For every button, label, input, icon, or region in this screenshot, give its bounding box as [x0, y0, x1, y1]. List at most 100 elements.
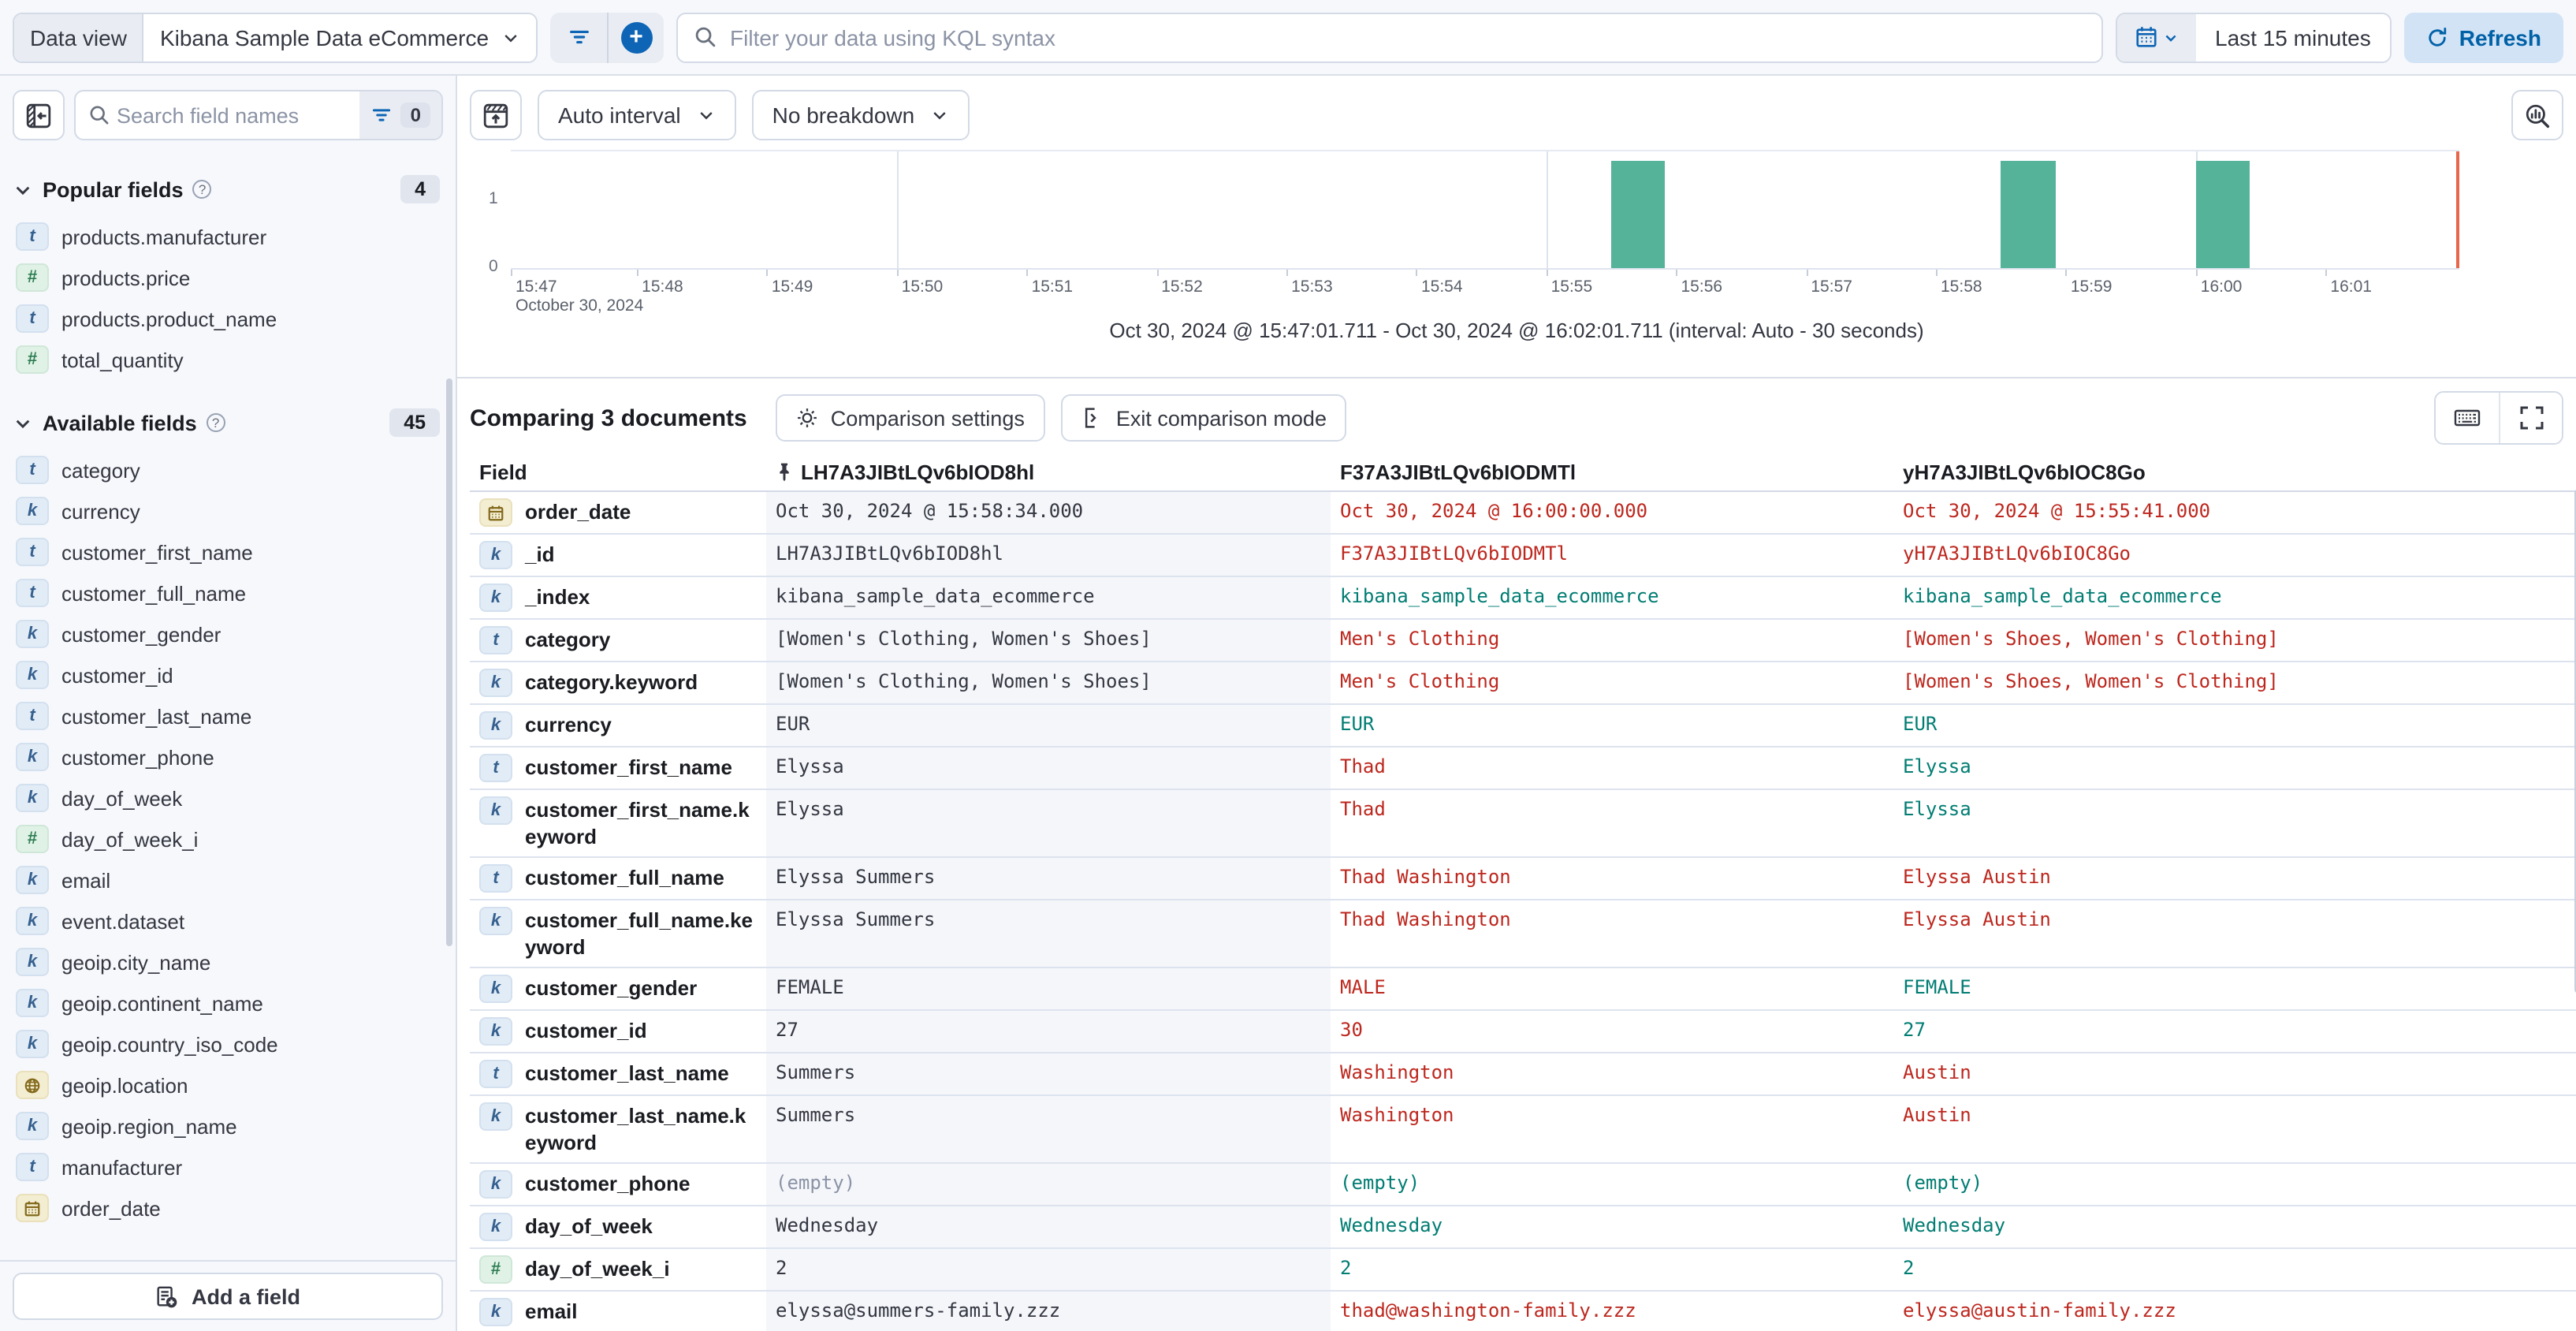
field-type-icon-date [479, 498, 512, 527]
date-picker-button[interactable] [2117, 13, 2197, 61]
y-axis-tick-1: 1 [489, 189, 498, 208]
field-list-item[interactable]: k customer_phone [13, 736, 440, 777]
x-axis-tick [1676, 270, 1678, 276]
field-list-item[interactable]: t customer_last_name [13, 695, 440, 736]
fullscreen-icon [2518, 405, 2544, 431]
table-scrollbar[interactable] [2574, 489, 2576, 994]
sidebar-scrollbar[interactable] [446, 378, 452, 946]
breakdown-select[interactable]: No breakdown [751, 90, 970, 140]
field-list-item[interactable]: k geoip.country_iso_code [13, 1023, 440, 1064]
histogram-bar[interactable] [2001, 161, 2056, 268]
field-list-item[interactable]: k geoip.region_name [13, 1105, 440, 1146]
field-list-item[interactable]: k currency [13, 490, 440, 531]
field-type-icon-text: t [16, 538, 49, 566]
refresh-button[interactable]: Refresh [2403, 12, 2563, 62]
field-type-icon-text: t [16, 456, 49, 484]
x-axis-tick-label: 15:47 [516, 278, 557, 296]
histogram-bar[interactable] [1611, 161, 1666, 268]
field-name: customer_last_name.keyword [525, 1104, 746, 1154]
keyboard-shortcuts-button[interactable] [2436, 393, 2499, 443]
current-time-marker [2456, 151, 2459, 268]
collapse-sidebar-button[interactable] [13, 90, 65, 140]
popular-fields-header[interactable]: Popular fields 4 [13, 172, 440, 207]
doc-value-cell: Thad [1340, 755, 1386, 777]
add-field-button[interactable]: Add a field [13, 1273, 443, 1320]
filter-icon [371, 104, 393, 126]
field-type-icon-text: t [16, 579, 49, 607]
field-list-item[interactable]: t customer_full_name [13, 572, 440, 613]
doc-value-cell: FEMALE [1903, 976, 1971, 998]
table-row: t category [Women's Clothing, Women's Shoe… [470, 620, 2576, 662]
time-range-button[interactable]: Last 15 minutes [2196, 13, 2390, 61]
fullscreen-button[interactable] [2499, 393, 2562, 443]
field-list-item[interactable]: geoip.location [13, 1064, 440, 1105]
field-list-item[interactable]: k customer_id [13, 654, 440, 695]
field-list-item[interactable]: # products.price [13, 257, 440, 298]
histogram-bar[interactable] [2195, 161, 2250, 268]
field-list-item[interactable]: t products.manufacturer [13, 216, 440, 257]
x-axis-tick [1026, 270, 1029, 276]
pinned-doc-value-cell: Summers [766, 1053, 1331, 1094]
field-list-item[interactable]: # total_quantity [13, 339, 440, 380]
plus-icon: + [620, 21, 653, 53]
dock-left-icon [25, 102, 52, 129]
time-picker-group: Last 15 minutes [2116, 12, 2392, 62]
add-control-button[interactable]: + [607, 12, 664, 62]
interval-select[interactable]: Auto interval [538, 90, 736, 140]
field-list-item[interactable]: k customer_gender [13, 613, 440, 654]
available-fields-count: 45 [389, 408, 440, 437]
add-filter-icon-button[interactable] [550, 12, 607, 62]
field-list-item[interactable]: k email [13, 859, 440, 900]
available-fields-header[interactable]: Available fields 45 [13, 405, 440, 440]
table-row: t customer_last_name Summers Washington Aust… [470, 1053, 2576, 1096]
field-list-item[interactable]: order_date [13, 1187, 440, 1228]
field-name: customer_phone [525, 1172, 691, 1195]
field-name: email [61, 868, 111, 892]
x-axis-tick [511, 270, 512, 276]
table-row: k _id LH7A3JIBtLQv6bIOD8hl F37A3JIBtLQv6bIO… [470, 535, 2576, 577]
comparison-settings-button[interactable]: Comparison settings [775, 394, 1045, 442]
doc-value-cell: [Women's Shoes, Women's Clothing] [1903, 670, 2279, 692]
field-list-item[interactable]: t products.product_name [13, 298, 440, 339]
field-name: currency [61, 499, 140, 523]
table-row: # day_of_week_i 2 2 2 [470, 1249, 2576, 1292]
field-list-item[interactable]: t customer_first_name [13, 531, 440, 572]
doc-header: F37A3JIBtLQv6bIODMTl [1340, 460, 1576, 484]
gear-icon [796, 407, 818, 429]
histogram-section: Auto interval No breakdown 1 0 [457, 76, 2576, 378]
field-list-item[interactable]: k event.dataset [13, 900, 440, 941]
doc-value-cell: (empty) [1903, 1172, 1983, 1194]
x-axis-tick-label: 15:53 [1291, 278, 1333, 296]
field-search-input[interactable] [110, 103, 360, 127]
field-list-item[interactable]: k geoip.continent_name [13, 982, 440, 1023]
field-name: day_of_week [61, 786, 183, 810]
x-axis-tick [1806, 270, 1808, 276]
doc-value-cell: Oct 30, 2024 @ 15:55:41.000 [1903, 500, 2211, 522]
field-name: geoip.region_name [61, 1114, 237, 1138]
field-list-item[interactable]: t category [13, 449, 440, 490]
exit-comparison-button[interactable]: Exit comparison mode [1060, 394, 1347, 442]
calendar-icon [2135, 25, 2158, 49]
kql-query-input[interactable] [730, 24, 2086, 50]
field-list-item[interactable]: # day_of_week_i [13, 818, 440, 859]
field-list-item[interactable]: k geoip.city_name [13, 941, 440, 982]
field-name-cell: k email [470, 1292, 766, 1331]
field-name: order_date [525, 500, 631, 524]
x-axis-tick [2325, 270, 2328, 276]
field-list-item[interactable]: t manufacturer [13, 1146, 440, 1187]
field-list-item[interactable]: k day_of_week [13, 777, 440, 818]
field-type-icon-text: t [479, 754, 512, 782]
field-type-icon-keyword: k [16, 1030, 49, 1058]
doc-value-cell: Washington [1340, 1104, 1454, 1126]
data-view-switcher[interactable]: Kibana Sample Data eCommerce [143, 13, 537, 61]
pinned-doc-value-cell: EUR [766, 705, 1331, 746]
x-axis-tick-label: 16:01 [2330, 278, 2372, 296]
field-filter-button[interactable]: 0 [359, 91, 441, 139]
explore-in-lens-button[interactable] [2511, 90, 2563, 140]
field-type-icon-keyword: k [16, 743, 49, 771]
hide-chart-button[interactable] [470, 90, 522, 140]
doc-value-cell: EUR [1903, 713, 1938, 735]
help-icon [206, 413, 225, 432]
doc-value-cell: kibana_sample_data_ecommerce [1340, 585, 1659, 607]
pinned-doc-value-cell: Wednesday [766, 1206, 1331, 1247]
